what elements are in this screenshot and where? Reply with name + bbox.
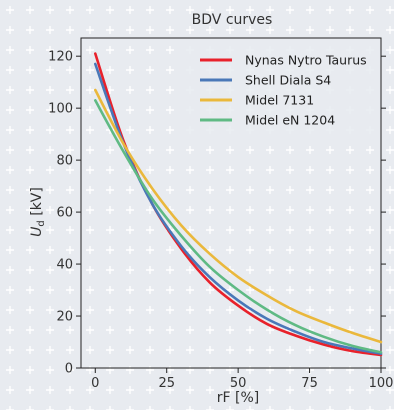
chart-title: BDV curves: [192, 12, 273, 28]
legend-label-midel-en-1204: Midel eN 1204: [245, 113, 335, 128]
legend-label-midel-7131: Midel 7131: [245, 93, 314, 108]
series-line-midel-7131: [94, 88, 383, 344]
y-axis-title: Ud [kV]: [29, 187, 47, 237]
x-tick-label: 100: [369, 376, 394, 391]
legend-label-nynas-nytro-taurus: Nynas Nytro Taurus: [245, 53, 367, 68]
x-tick-label: 50: [230, 376, 247, 391]
y-tick-label: 20: [56, 310, 73, 325]
plot-area: 0 20 40 60 80 100 120 0 25 50 75 100: [48, 37, 393, 391]
series-line-midel-en-1204: [94, 99, 383, 354]
y-tick-label: 40: [56, 258, 73, 273]
y-axis-title-main: U: [29, 227, 45, 237]
y-tick-label: 100: [48, 102, 73, 117]
x-tick-label: 25: [158, 376, 175, 391]
legend-label-shell-diala-s4: Shell Diala S4: [245, 73, 331, 88]
plot-frame: [80, 37, 382, 369]
y-tick-label: 60: [56, 206, 73, 221]
y-axis-title-unit: [kV]: [29, 187, 45, 220]
x-axis-title: rF [%]: [217, 390, 260, 406]
y-axis-title-sub: d: [36, 220, 47, 226]
x-tick-label: 75: [301, 376, 318, 391]
legend: Nynas Nytro Taurus Shell Diala S4 Midel 71…: [182, 46, 380, 136]
x-tick-label: 0: [91, 376, 99, 391]
series-lines: [94, 52, 383, 357]
y-tick-label: 120: [48, 50, 73, 65]
y-ticks: 0 20 40 60 80 100 120: [48, 50, 386, 377]
y-tick-label: 80: [56, 154, 73, 169]
x-ticks: 0 25 50 75 100: [91, 368, 393, 391]
y-tick-label: 0: [65, 362, 73, 377]
